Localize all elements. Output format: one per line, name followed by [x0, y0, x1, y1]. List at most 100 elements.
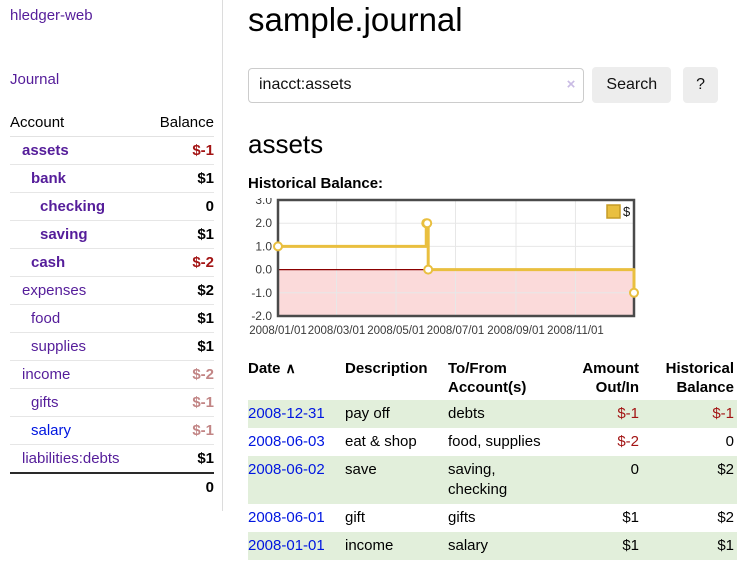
main-content: sample.journal × Search ? assets Histori… — [223, 0, 718, 560]
data-point-marker — [424, 266, 432, 274]
page: hledger-web Journal Account Balance asse… — [0, 0, 742, 560]
account-row: saving $1 — [10, 221, 214, 249]
register-header-amount: Amount Out/In — [556, 357, 642, 400]
account-balance: 0 — [146, 193, 214, 221]
transaction-date-link[interactable]: 2008-01-01 — [248, 537, 325, 554]
transaction-balance: $2 — [642, 456, 737, 504]
register-header-balance: Historical Balance — [642, 357, 737, 400]
transaction-amount: 0 — [556, 456, 642, 504]
accounts-header-account: Account — [10, 109, 146, 137]
account-heading: assets — [248, 129, 718, 160]
svg-text:0.0: 0.0 — [255, 263, 272, 277]
register-header-row: Date∧ Description To/From Account(s) Amo… — [248, 357, 737, 400]
svg-text:2008/05/01: 2008/05/01 — [367, 325, 425, 337]
transaction-balance: $2 — [642, 504, 737, 532]
accounts-table: Account Balance assets $-1 bank $1 checking 0… — [10, 109, 214, 501]
data-point-marker — [630, 289, 638, 297]
transaction-description: pay off — [345, 400, 448, 428]
transaction-description: gift — [345, 504, 448, 532]
transaction-amount: $-2 — [556, 428, 642, 456]
account-balance: $1 — [146, 333, 214, 361]
transaction-row: 2008-06-01 giftgifts$1$2 — [248, 504, 737, 532]
register-header-accounts: To/From Account(s) — [448, 357, 556, 400]
svg-text:2008/07/01: 2008/07/01 — [427, 325, 485, 337]
account-row: cash $-2 — [10, 249, 214, 277]
account-balance: $1 — [146, 305, 214, 333]
brand-link[interactable]: hledger-web — [10, 7, 214, 24]
search-input-wrap: × — [248, 68, 584, 103]
account-balance: $1 — [146, 221, 214, 249]
account-link[interactable]: cash — [31, 254, 65, 271]
account-balance: $-1 — [146, 137, 214, 165]
historical-balance-chart[interactable]: 3.02.01.00.0-1.0-2.02008/01/012008/03/01… — [248, 198, 718, 342]
account-balance: $2 — [146, 277, 214, 305]
account-balance: $-2 — [146, 361, 214, 389]
sidebar: hledger-web Journal Account Balance asse… — [0, 0, 223, 511]
account-row: supplies $1 — [10, 333, 214, 361]
transaction-date-link[interactable]: 2008-06-02 — [248, 461, 325, 478]
page-title: sample.journal — [248, 1, 718, 39]
account-row: checking 0 — [10, 193, 214, 221]
sort-ascending-icon: ∧ — [286, 360, 296, 376]
account-link[interactable]: expenses — [22, 282, 86, 299]
account-row: expenses $2 — [10, 277, 214, 305]
data-point-marker — [423, 219, 431, 227]
account-link[interactable]: supplies — [31, 338, 86, 355]
svg-text:3.0: 3.0 — [255, 198, 272, 207]
account-row: liabilities:debts$1 — [10, 445, 214, 474]
svg-text:-2.0: -2.0 — [251, 309, 272, 323]
accounts-total-value: 0 — [146, 473, 214, 501]
transaction-date-link[interactable]: 2008-06-01 — [248, 509, 325, 526]
transaction-row: 2008-06-03eat & shopfood, supplies$-20 — [248, 428, 737, 456]
transaction-row: 2008-06-02savesaving, checking0$2 — [248, 456, 737, 504]
account-link[interactable]: assets — [22, 142, 69, 159]
transaction-accounts: saving, checking — [448, 456, 556, 504]
accounts-total-row: 0 — [10, 473, 214, 501]
register-header-date[interactable]: Date∧ — [248, 357, 345, 400]
legend-label: $ — [623, 204, 631, 219]
account-link[interactable]: food — [31, 310, 60, 327]
transaction-row: 2008-12-31pay offdebts$-1$-1 — [248, 400, 737, 428]
transaction-amount: $1 — [556, 504, 642, 532]
account-balance: $-2 — [146, 249, 214, 277]
account-balance: $-1 — [146, 389, 214, 417]
transaction-accounts: salary — [448, 532, 556, 560]
account-row: assets $-1 — [10, 137, 214, 165]
account-balance: $1 — [146, 165, 214, 193]
nav-journal-link[interactable]: Journal — [10, 71, 214, 88]
account-balance: $-1 — [146, 417, 214, 445]
account-link[interactable]: liabilities:debts — [22, 450, 120, 467]
account-row: food $1 — [10, 305, 214, 333]
transaction-description: income — [345, 532, 448, 560]
transaction-accounts: debts — [448, 400, 556, 428]
svg-text:2008/01/01: 2008/01/01 — [249, 325, 307, 337]
account-row: gifts $-1 — [10, 389, 214, 417]
transaction-date-link[interactable]: 2008-06-03 — [248, 433, 325, 450]
legend-swatch — [607, 205, 620, 218]
transaction-accounts: gifts — [448, 504, 556, 532]
svg-text:2008/09/01: 2008/09/01 — [487, 325, 545, 337]
transaction-balance: $1 — [642, 532, 737, 560]
account-link[interactable]: bank — [31, 170, 66, 187]
svg-text:2.0: 2.0 — [255, 216, 272, 230]
chart-canvas[interactable]: 3.02.01.00.0-1.0-2.02008/01/012008/03/01… — [248, 198, 640, 338]
search-help-button[interactable]: ? — [683, 67, 718, 103]
search-input[interactable] — [248, 68, 584, 103]
clear-search-icon[interactable]: × — [567, 76, 576, 93]
transaction-description: eat & shop — [345, 428, 448, 456]
account-link[interactable]: checking — [40, 198, 105, 215]
register-header-description: Description — [345, 357, 448, 400]
search-button[interactable]: Search — [592, 67, 671, 103]
account-link[interactable]: income — [22, 366, 70, 383]
accounts-header-balance: Balance — [146, 109, 214, 137]
account-link[interactable]: gifts — [31, 394, 59, 411]
account-row: salary $-1 — [10, 417, 214, 445]
transaction-amount: $-1 — [556, 400, 642, 428]
svg-text:-1.0: -1.0 — [251, 286, 272, 300]
account-link[interactable]: salary — [31, 422, 71, 439]
svg-text:1.0: 1.0 — [255, 239, 272, 253]
transaction-date-link[interactable]: 2008-12-31 — [248, 405, 325, 422]
account-link[interactable]: saving — [40, 226, 88, 243]
transaction-balance: 0 — [642, 428, 737, 456]
svg-text:2008/11/01: 2008/11/01 — [547, 325, 604, 337]
